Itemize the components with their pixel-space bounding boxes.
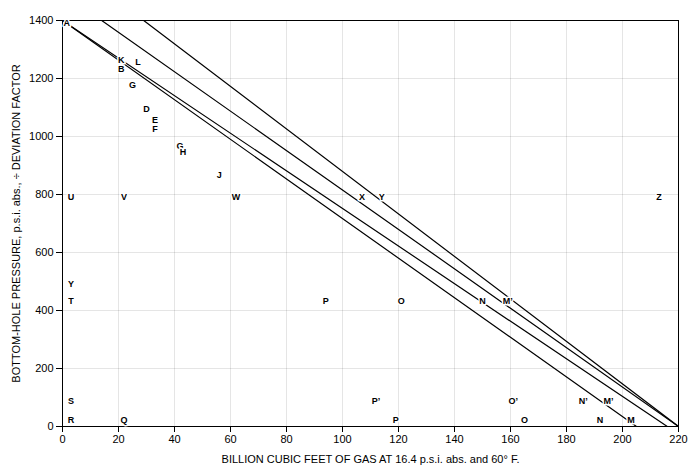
svg-text:120: 120: [389, 433, 407, 445]
svg-text:Y: Y: [68, 279, 74, 289]
svg-text:1200: 1200: [29, 72, 53, 84]
svg-text:O’: O’: [509, 396, 519, 406]
svg-text:X: X: [359, 192, 365, 202]
svg-text:220: 220: [669, 433, 687, 445]
svg-text:1400: 1400: [29, 14, 53, 26]
svg-text:180: 180: [557, 433, 575, 445]
svg-text:F: F: [152, 124, 158, 134]
svg-text:0: 0: [59, 433, 65, 445]
svg-text:Y: Y: [379, 192, 385, 202]
svg-text:P: P: [393, 415, 399, 425]
svg-text:0: 0: [47, 420, 53, 432]
svg-text:O: O: [398, 296, 405, 306]
svg-text:M’: M’: [503, 296, 513, 306]
svg-text:M: M: [627, 415, 635, 425]
svg-text:W: W: [232, 192, 241, 202]
svg-text:E: E: [152, 115, 158, 125]
svg-text:800: 800: [35, 188, 53, 200]
svg-text:S: S: [68, 396, 74, 406]
svg-text:1000: 1000: [29, 130, 53, 142]
svg-text:40: 40: [168, 433, 180, 445]
svg-text:20: 20: [112, 433, 124, 445]
svg-text:60: 60: [224, 433, 236, 445]
svg-text:V: V: [121, 192, 127, 202]
svg-text:BOTTOM-HOLE PRESSURE, p.s.i. a: BOTTOM-HOLE PRESSURE, p.s.i. abs., ÷ DEV…: [10, 64, 22, 382]
svg-text:200: 200: [613, 433, 631, 445]
svg-text:R: R: [68, 415, 75, 425]
svg-text:B: B: [118, 64, 125, 74]
svg-text:N: N: [597, 415, 604, 425]
svg-text:200: 200: [35, 362, 53, 374]
svg-text:P: P: [323, 296, 329, 306]
svg-text:A: A: [63, 18, 70, 28]
svg-text:100: 100: [333, 433, 351, 445]
svg-text:G: G: [176, 140, 184, 151]
svg-text:N: N: [479, 296, 486, 306]
svg-text:P’: P’: [372, 396, 381, 406]
svg-text:80: 80: [280, 433, 292, 445]
svg-text:M’: M’: [604, 396, 614, 406]
svg-text:160: 160: [501, 433, 519, 445]
svg-text:J: J: [217, 170, 222, 180]
svg-text:Z: Z: [656, 192, 662, 202]
svg-text:U: U: [68, 192, 75, 202]
svg-text:BILLION CUBIC FEET OF GAS AT 1: BILLION CUBIC FEET OF GAS AT 16.4 p.s.i.…: [222, 453, 520, 465]
svg-text:400: 400: [35, 304, 53, 316]
svg-text:N’: N’: [579, 396, 588, 406]
svg-text:G: G: [129, 80, 136, 90]
svg-text:O: O: [521, 415, 528, 425]
svg-text:600: 600: [35, 246, 53, 258]
svg-text:Q: Q: [121, 415, 128, 425]
svg-text:D: D: [143, 104, 150, 114]
svg-text:140: 140: [445, 433, 463, 445]
svg-text:L: L: [135, 57, 141, 67]
svg-text:K: K: [118, 55, 125, 66]
svg-text:H: H: [180, 147, 187, 157]
svg-text:T: T: [68, 296, 74, 306]
